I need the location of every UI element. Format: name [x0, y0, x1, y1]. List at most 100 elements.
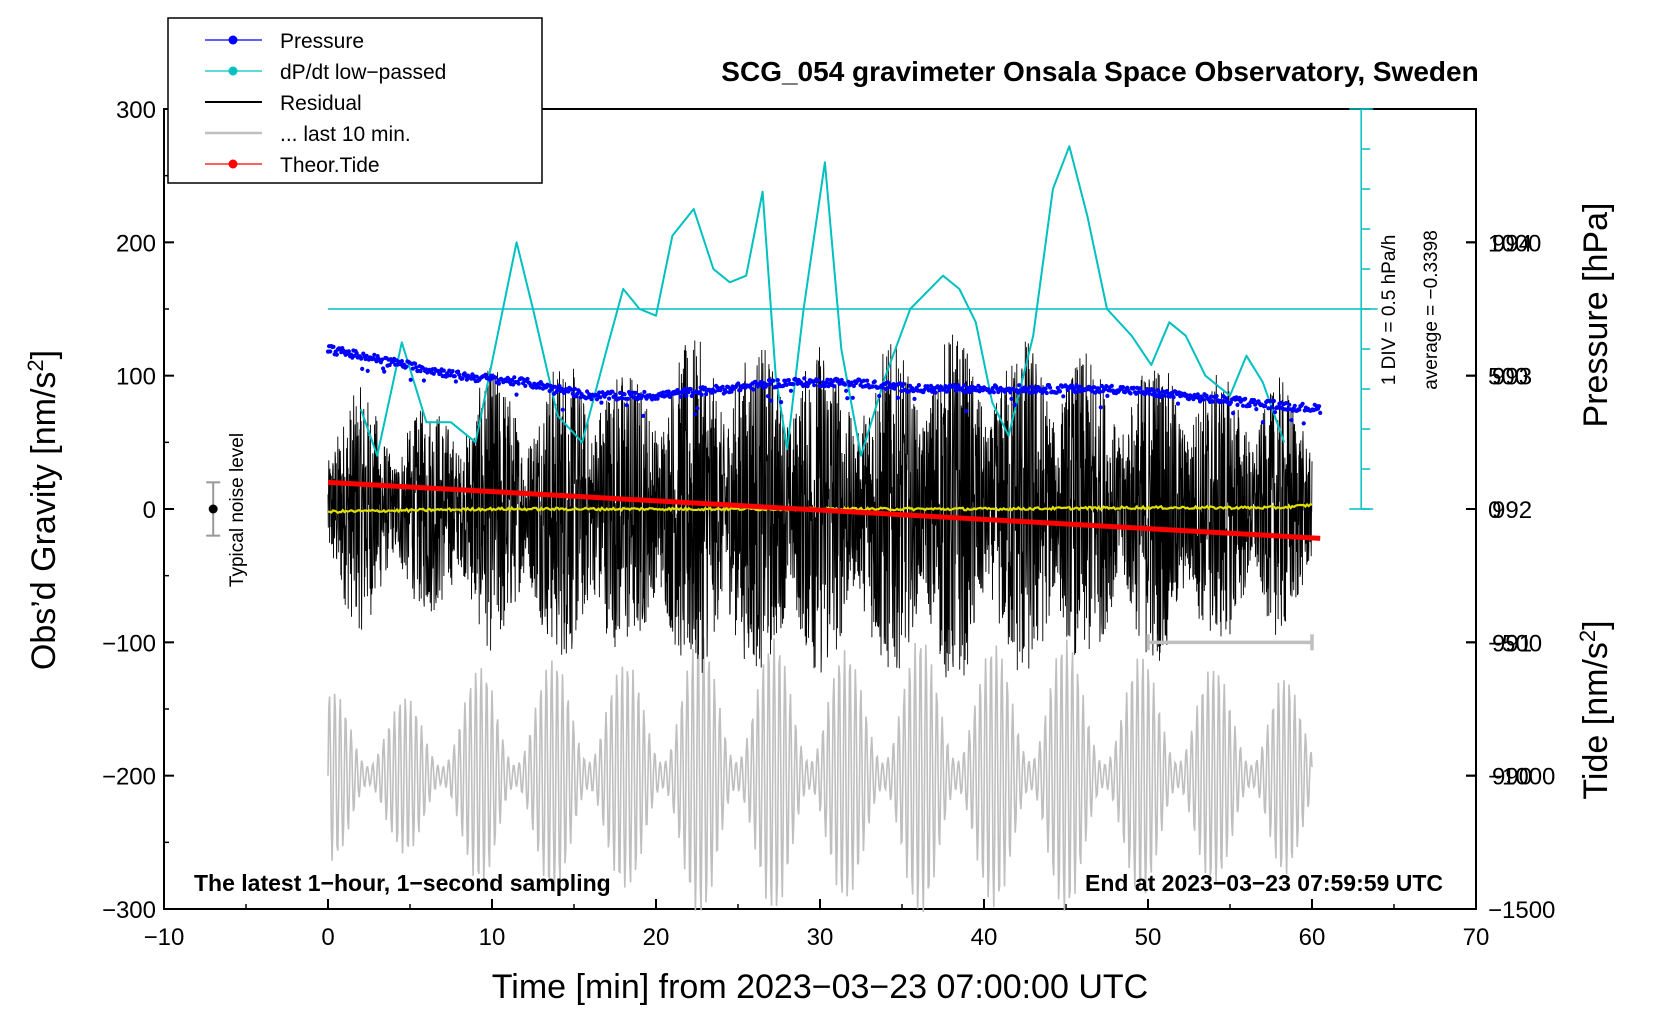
pressure-point — [695, 406, 700, 411]
pressure-point — [823, 383, 828, 389]
pressure-point — [331, 344, 336, 349]
pressure-point — [791, 382, 796, 387]
pressure-point — [751, 387, 756, 392]
pressure-point — [572, 386, 578, 391]
pressure-point — [655, 396, 660, 401]
legend-marker — [228, 159, 238, 169]
pressure-point — [514, 392, 519, 397]
pressure-point — [729, 389, 734, 394]
pressure-point — [1243, 396, 1248, 401]
pressure-point — [625, 396, 631, 401]
pressure-point — [450, 369, 455, 374]
pressure-point — [364, 353, 369, 358]
pressure-point — [895, 395, 901, 400]
pressure-point — [420, 365, 425, 370]
pressure-point — [786, 378, 791, 383]
pressure-point — [1072, 386, 1077, 391]
pressure-point — [1171, 395, 1176, 400]
pressure-point — [880, 385, 885, 390]
pressure-point — [1098, 405, 1103, 410]
left-y-axis: 300 200 100 0 −100 −200 −300 — [102, 97, 174, 924]
pressure-point — [372, 352, 377, 357]
pressure-point — [404, 364, 409, 369]
pressure-point — [775, 378, 780, 383]
pressure-point — [1292, 403, 1297, 408]
pressure-point — [784, 382, 789, 387]
pressure-point — [916, 383, 922, 388]
pressure-point — [640, 393, 645, 398]
pressure-point — [925, 384, 930, 389]
pressure-point — [1297, 407, 1302, 412]
pressure-point — [825, 377, 830, 382]
pressure-point — [1131, 385, 1136, 390]
legend-label: dP/dt low−passed — [280, 61, 446, 84]
x-tick-label: 10 — [479, 924, 506, 951]
pressure-tick-label: 990 — [1492, 764, 1532, 791]
pressure-point — [779, 400, 784, 405]
tide-tick-label: 500 — [1488, 364, 1528, 391]
pressure-point — [1012, 402, 1017, 407]
pressure-point — [1231, 411, 1236, 416]
pressure-point — [493, 375, 498, 380]
pressure-point — [594, 397, 600, 402]
pressure-point — [1094, 389, 1099, 394]
pressure-point — [525, 376, 530, 382]
tide-tick-label: −500 — [1488, 630, 1542, 657]
x-tick-label: −10 — [144, 924, 185, 951]
pressure-point — [771, 378, 776, 383]
pressure-point — [642, 389, 647, 395]
pressure-point — [1197, 399, 1203, 404]
pressure-point — [736, 381, 741, 386]
pressure-point — [1272, 410, 1278, 415]
left-tick-label: 200 — [116, 230, 156, 257]
pressure-point — [413, 361, 418, 366]
x-tick-label: 0 — [321, 924, 334, 951]
pressure-point — [1061, 394, 1066, 399]
pressure-point — [1154, 393, 1160, 398]
pressure-point — [618, 390, 623, 395]
pressure-point — [684, 393, 689, 398]
left-tick-label: −100 — [102, 630, 156, 657]
average-label: average = −0.3398 — [1421, 230, 1442, 390]
pressure-point — [1260, 420, 1265, 425]
legend-label: Pressure — [280, 30, 364, 53]
pressure-point — [1318, 410, 1323, 415]
legend-marker — [228, 35, 238, 45]
pressure-point — [1123, 390, 1128, 395]
pressure-point — [553, 384, 558, 389]
pressure-point — [1138, 386, 1143, 391]
pressure-axis-title: Pressure [hPa] — [1577, 203, 1615, 428]
pressure-point — [1044, 390, 1049, 396]
dpdt-trace — [359, 145, 1286, 457]
pressure-point — [723, 389, 729, 394]
pressure-point — [1009, 396, 1014, 401]
pressure-trace — [325, 344, 1323, 426]
pressure-point — [1301, 421, 1306, 426]
pressure-point — [1109, 383, 1114, 388]
legend-label: Theor.Tide — [280, 154, 380, 177]
pressure-point — [410, 366, 415, 371]
last-10-min-trace — [327, 637, 1313, 913]
pressure-point — [354, 351, 359, 356]
pressure-point — [965, 385, 970, 390]
pressure-point — [531, 385, 536, 390]
x-tick-label: 50 — [1135, 924, 1162, 951]
pressure-point — [901, 381, 906, 387]
pressure-point — [933, 390, 938, 395]
left-tick-label: −300 — [102, 897, 156, 924]
pressure-point — [438, 370, 443, 376]
tide-trace — [327, 479, 1321, 541]
pressure-point — [537, 385, 542, 390]
pressure-point — [704, 392, 709, 397]
pressure-point — [328, 349, 333, 354]
pressure-point — [597, 390, 602, 395]
left-tick-label: −200 — [102, 764, 156, 791]
pressure-point — [1289, 418, 1294, 423]
pressure-point — [768, 381, 773, 387]
pressure-point — [1089, 389, 1095, 394]
pressure-point — [845, 396, 850, 401]
pressure-point — [408, 377, 413, 382]
pressure-point — [806, 381, 811, 386]
pressure-point — [1214, 393, 1219, 399]
